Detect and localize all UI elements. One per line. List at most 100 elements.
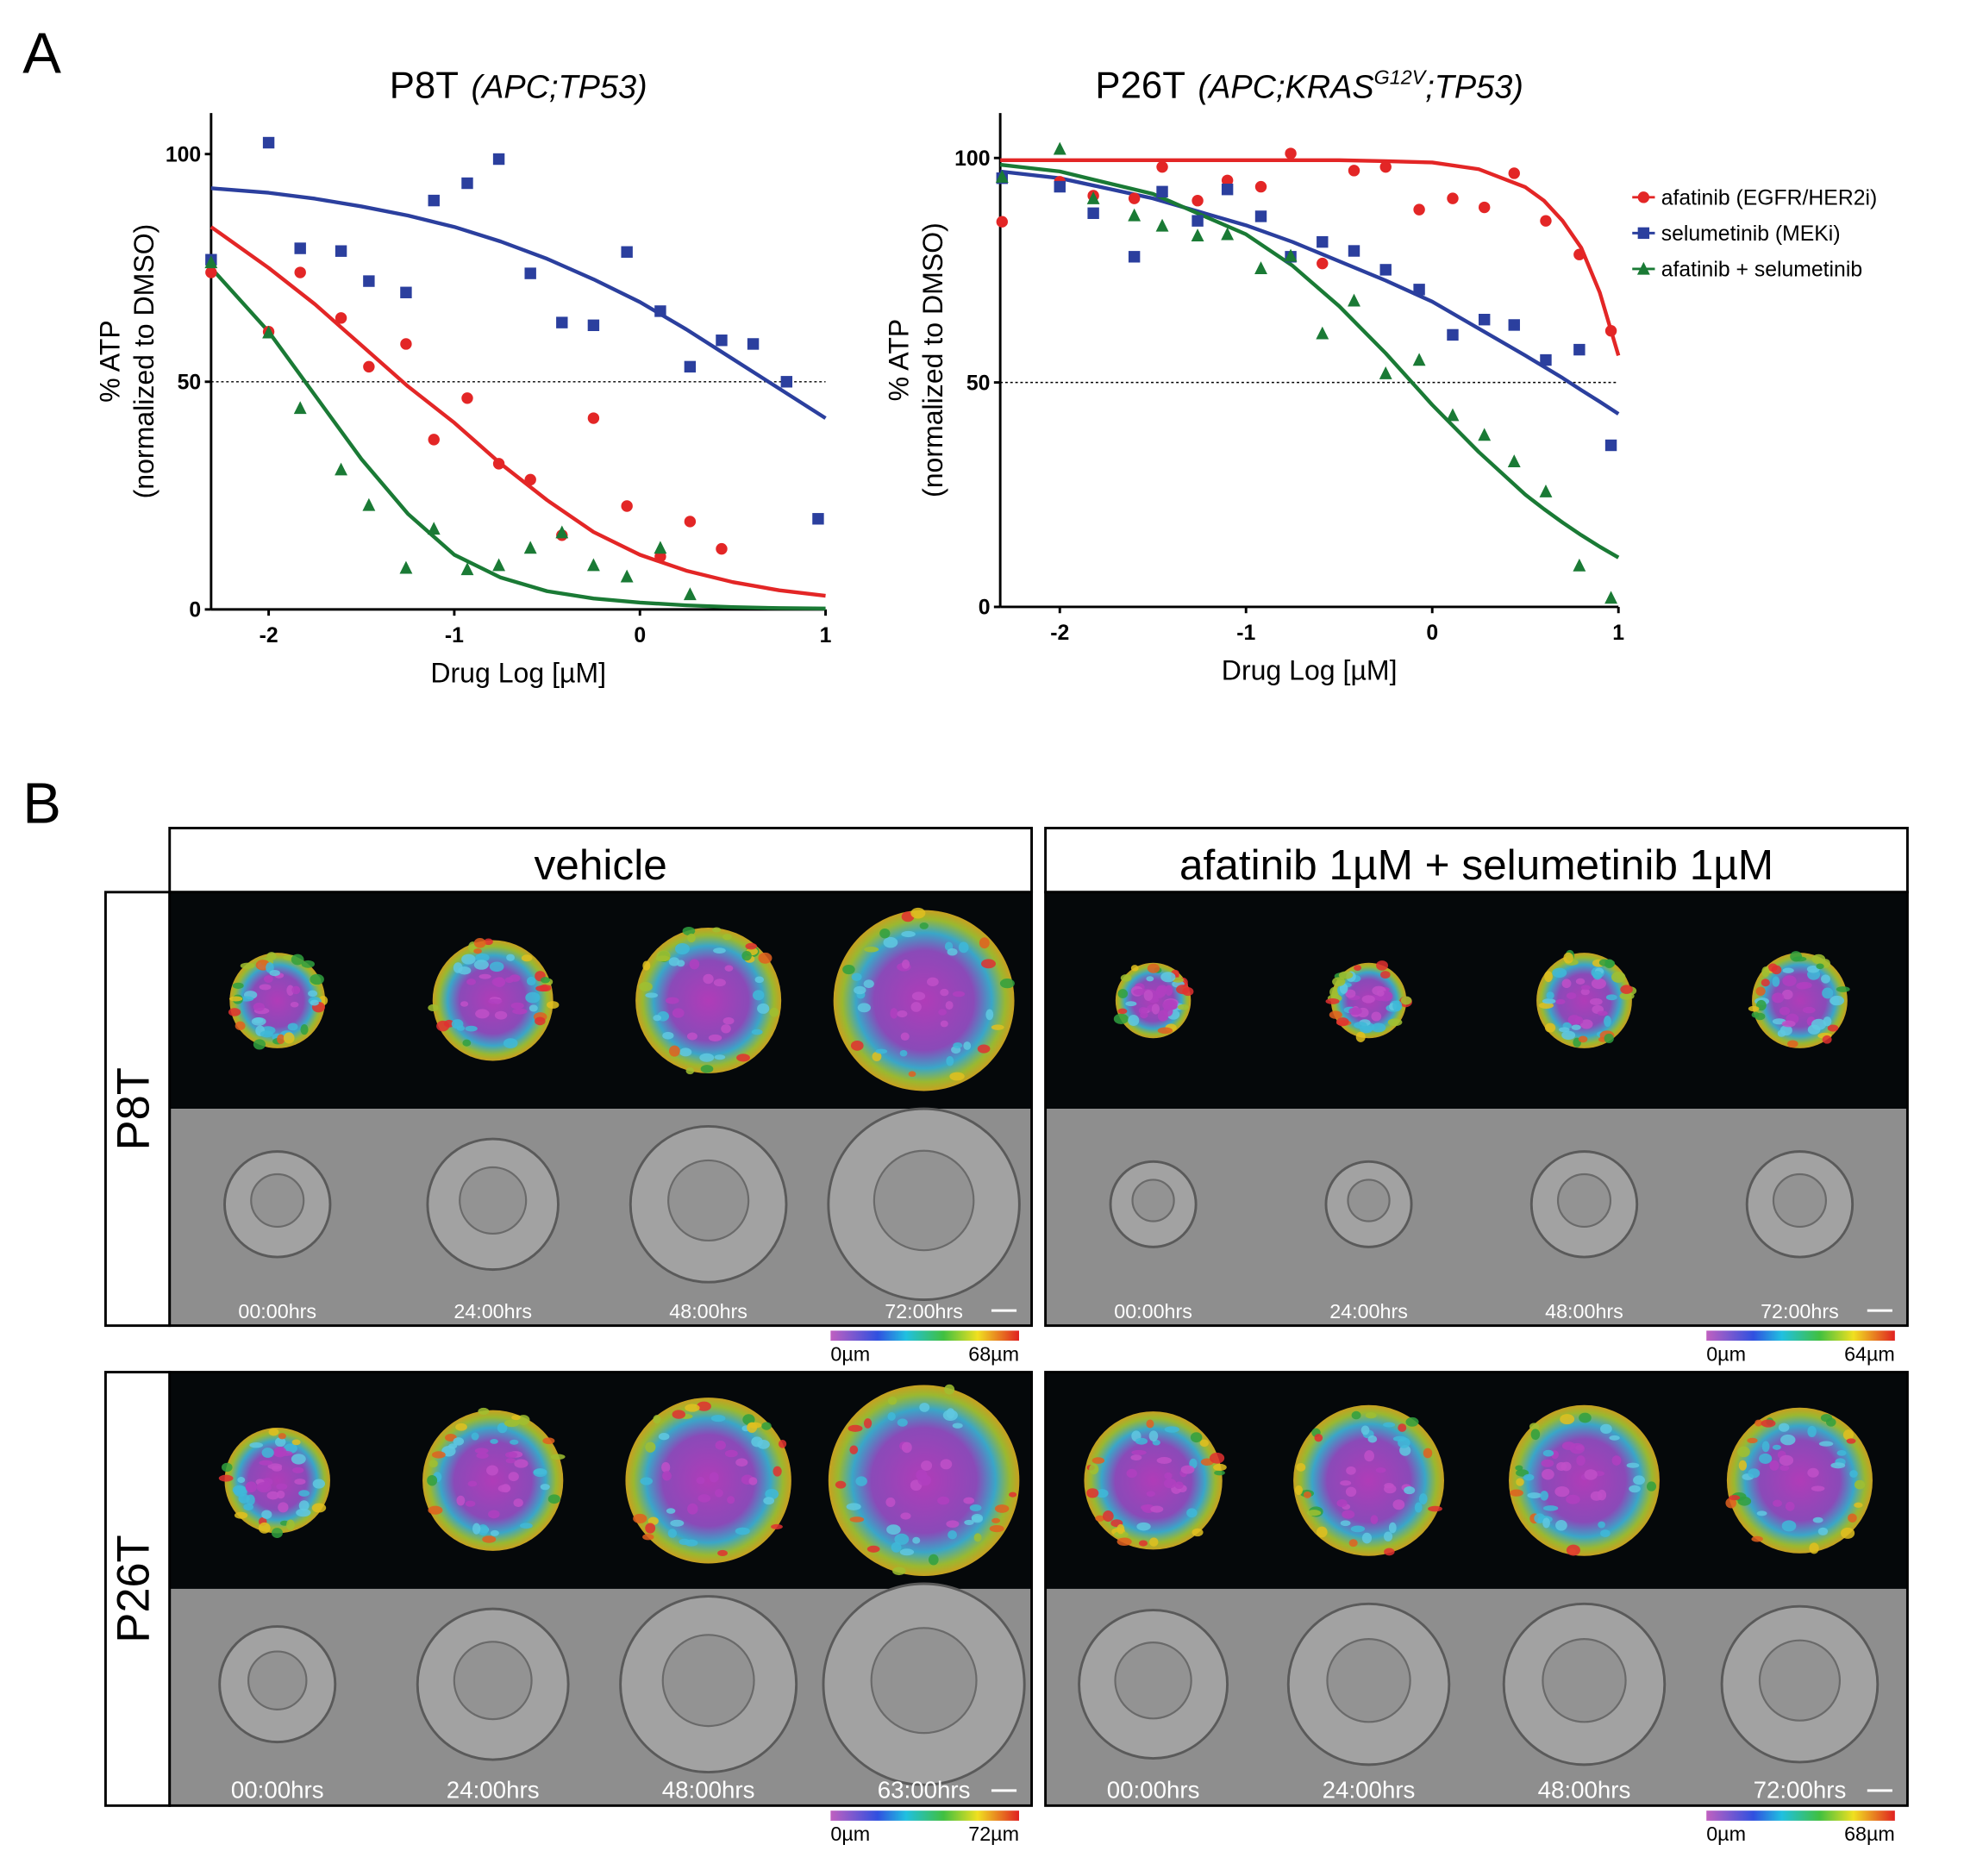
point bbox=[780, 376, 793, 388]
cell bbox=[1387, 1018, 1403, 1027]
cell bbox=[461, 954, 476, 965]
cell bbox=[736, 1054, 750, 1062]
cell bbox=[547, 1001, 560, 1010]
cell bbox=[1009, 1491, 1017, 1498]
cell bbox=[1529, 1423, 1540, 1430]
cell bbox=[1146, 976, 1154, 982]
cell bbox=[1759, 1453, 1773, 1464]
cell bbox=[912, 1536, 921, 1544]
cell bbox=[1569, 1442, 1586, 1454]
cell bbox=[1802, 1006, 1816, 1014]
cell bbox=[886, 1524, 901, 1535]
cell bbox=[722, 1016, 735, 1025]
cell bbox=[763, 1497, 775, 1505]
point bbox=[294, 242, 306, 254]
cell bbox=[1510, 1489, 1523, 1497]
cell bbox=[1807, 1425, 1817, 1437]
cell bbox=[1345, 1486, 1357, 1498]
cell bbox=[520, 1523, 533, 1529]
cell bbox=[1214, 1470, 1225, 1476]
cell bbox=[1542, 1505, 1559, 1511]
cell bbox=[1418, 1493, 1428, 1505]
cell bbox=[901, 930, 916, 938]
cell bbox=[745, 942, 757, 950]
cell bbox=[504, 1419, 520, 1428]
cell bbox=[1338, 971, 1354, 979]
cell bbox=[1754, 1419, 1763, 1427]
cell bbox=[488, 1510, 500, 1519]
point bbox=[1128, 251, 1141, 263]
cell bbox=[1296, 1463, 1306, 1472]
fit-curve bbox=[210, 225, 826, 598]
cell bbox=[453, 1437, 465, 1446]
cell bbox=[256, 1481, 272, 1493]
cell bbox=[311, 1503, 327, 1513]
cell bbox=[1325, 998, 1340, 1004]
cell bbox=[308, 990, 318, 997]
cell bbox=[1146, 1419, 1154, 1429]
cell bbox=[1148, 1430, 1159, 1441]
cell bbox=[754, 976, 765, 984]
organoid-fluorescence bbox=[635, 927, 782, 1074]
cell bbox=[872, 1051, 882, 1061]
x-tick-label: -2 bbox=[1050, 622, 1069, 645]
cell bbox=[249, 1442, 264, 1448]
cell bbox=[1761, 979, 1770, 987]
cell bbox=[1304, 1491, 1311, 1498]
cell bbox=[679, 1047, 692, 1057]
cell bbox=[642, 1534, 654, 1541]
cell bbox=[1095, 1515, 1105, 1522]
cell bbox=[1339, 983, 1348, 994]
time-label: 72:00hrs bbox=[1761, 1300, 1839, 1323]
legend-marker bbox=[1637, 227, 1650, 240]
cell bbox=[674, 942, 690, 955]
cell bbox=[638, 982, 653, 991]
cell bbox=[276, 1483, 288, 1491]
point bbox=[684, 516, 697, 528]
color-scale bbox=[1706, 1810, 1895, 1821]
cell bbox=[1523, 1473, 1535, 1481]
point bbox=[524, 267, 536, 279]
cell bbox=[946, 1408, 955, 1419]
x-tick-label: 1 bbox=[820, 624, 832, 647]
cell bbox=[1404, 1486, 1416, 1495]
time-label: 24:00hrs bbox=[1323, 1777, 1416, 1804]
point bbox=[654, 541, 667, 554]
point bbox=[362, 497, 376, 511]
cell bbox=[1351, 1410, 1361, 1420]
cell bbox=[273, 1446, 287, 1458]
cell bbox=[686, 1032, 697, 1041]
cell bbox=[1566, 1494, 1580, 1504]
cell bbox=[1575, 978, 1586, 985]
cell bbox=[969, 1504, 982, 1512]
cell bbox=[977, 1044, 991, 1054]
x-tick-label: 0 bbox=[634, 624, 646, 647]
cell bbox=[1364, 1450, 1375, 1462]
cell bbox=[703, 973, 714, 985]
cell bbox=[1130, 1454, 1142, 1460]
cell bbox=[1186, 1508, 1198, 1518]
scale-max: 68µm bbox=[968, 1342, 1019, 1365]
cell bbox=[1580, 988, 1590, 996]
cell bbox=[672, 1008, 685, 1018]
cell bbox=[897, 1418, 908, 1427]
cell bbox=[662, 1471, 672, 1481]
cell bbox=[259, 1460, 273, 1466]
cell bbox=[1361, 1532, 1373, 1544]
cell bbox=[687, 933, 696, 943]
time-label: 48:00hrs bbox=[669, 1300, 747, 1323]
cell bbox=[1818, 1441, 1834, 1447]
cell bbox=[655, 955, 671, 962]
point bbox=[1573, 558, 1586, 572]
cell bbox=[994, 1504, 1010, 1513]
time-label: 00:00hrs bbox=[231, 1777, 324, 1804]
cell bbox=[1579, 1019, 1593, 1029]
point bbox=[620, 569, 634, 583]
cell bbox=[431, 1451, 446, 1459]
cell bbox=[1600, 1529, 1611, 1537]
cell bbox=[1626, 1462, 1640, 1468]
cell bbox=[1342, 1510, 1355, 1519]
cell bbox=[1383, 1422, 1396, 1428]
cell bbox=[902, 960, 910, 969]
cell bbox=[1782, 975, 1797, 987]
